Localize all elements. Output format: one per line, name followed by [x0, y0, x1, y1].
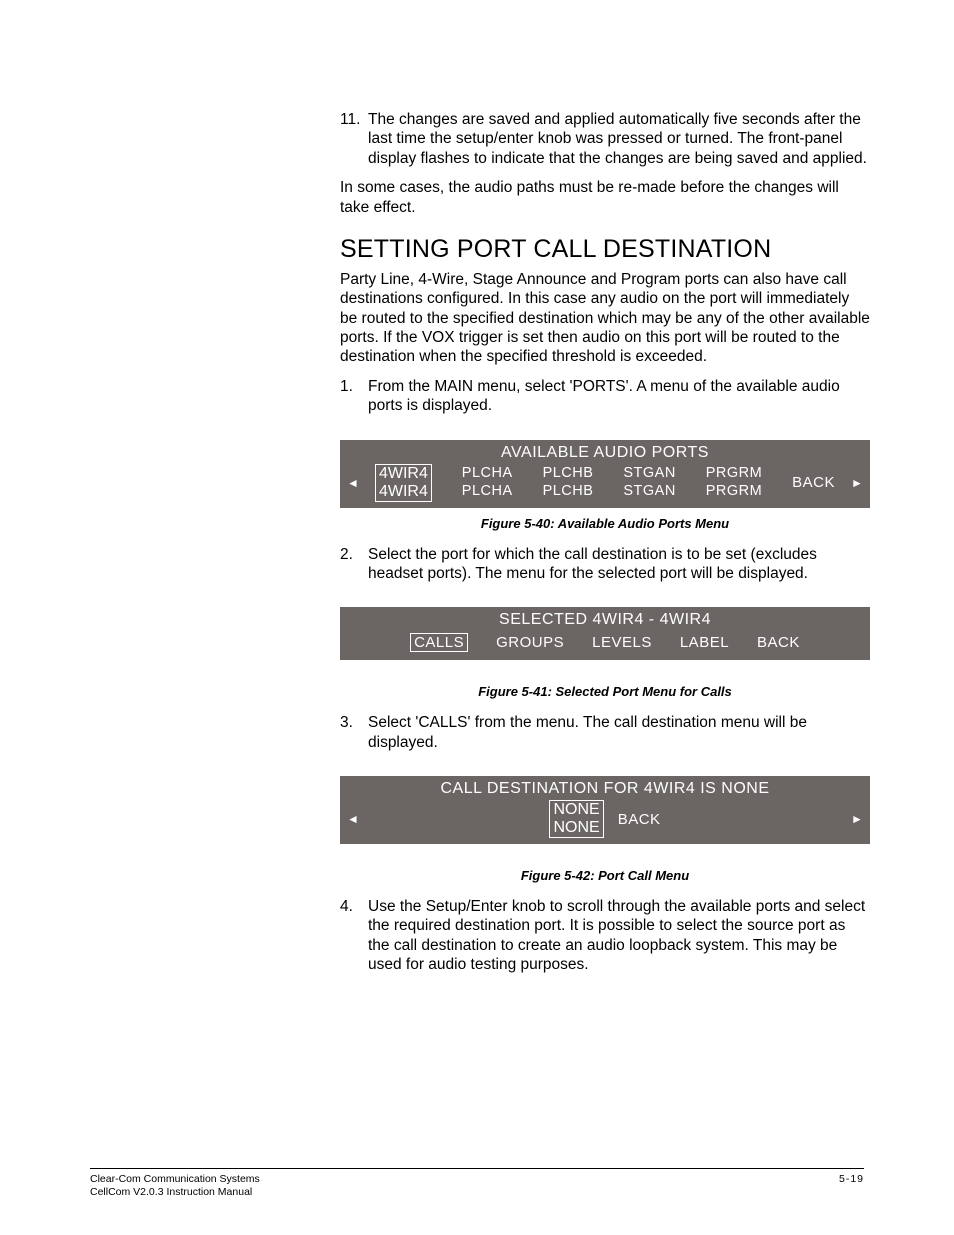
menu-title: AVAILABLE AUDIO PORTS — [340, 440, 870, 464]
step-number: 2. — [340, 545, 368, 584]
left-arrow-icon[interactable]: ◄ — [346, 812, 360, 826]
none-bottom: NONE — [553, 819, 599, 837]
none-option[interactable]: NONE NONE — [549, 800, 603, 838]
section-intro: Party Line, 4-Wire, Stage Announce and P… — [340, 270, 870, 367]
menu-row: CALLS GROUPS LEVELS LABEL BACK — [340, 631, 870, 660]
port-cell: 4WIR4 — [379, 483, 428, 501]
menu-cells: 4WIR4 4WIR4 PLCHA PLCHA PLCHB PLCHB STGA… — [360, 464, 850, 502]
step-number: 4. — [340, 897, 368, 975]
step-text: From the MAIN menu, select 'PORTS'. A me… — [368, 377, 870, 416]
menu-row: ◄ NONE NONE BACK ► — [340, 800, 870, 844]
call-destination-menu: CALL DESTINATION FOR 4WIR4 IS NONE ◄ NON… — [340, 776, 870, 844]
footer-left: Clear-Com Communication Systems CellCom … — [90, 1173, 260, 1199]
back-option[interactable]: BACK — [757, 634, 800, 651]
available-audio-ports-menu: AVAILABLE AUDIO PORTS ◄ 4WIR4 4WIR4 PLCH… — [340, 440, 870, 508]
none-top: NONE — [553, 801, 599, 819]
port-cell: PLCHB — [543, 483, 594, 500]
step-1: 1. From the MAIN menu, select 'PORTS'. A… — [340, 377, 870, 416]
port-cell: PRGRM — [706, 465, 762, 482]
step-text: Select the port for which the call desti… — [368, 545, 870, 584]
footer-product: CellCom V2.0.3 Instruction Manual — [90, 1186, 260, 1199]
step-number: 1. — [340, 377, 368, 416]
port-column-prgrm[interactable]: PRGRM PRGRM — [706, 465, 762, 500]
port-cell: STGAN — [623, 483, 675, 500]
step-text: Use the Setup/Enter knob to scroll throu… — [368, 897, 870, 975]
figure-caption: Figure 5-41: Selected Port Menu for Call… — [340, 684, 870, 699]
selected-port-menu: SELECTED 4WIR4 - 4WIR4 CALLS GROUPS LEVE… — [340, 607, 870, 660]
port-column-4wir4[interactable]: 4WIR4 4WIR4 — [375, 464, 432, 502]
menu-title: SELECTED 4WIR4 - 4WIR4 — [340, 607, 870, 631]
back-option[interactable]: BACK — [792, 474, 835, 491]
right-arrow-icon[interactable]: ► — [850, 476, 864, 490]
port-cell: PLCHA — [462, 465, 513, 482]
step-text: Select 'CALLS' from the menu. The call d… — [368, 713, 870, 752]
figure-caption: Figure 5-42: Port Call Menu — [340, 868, 870, 883]
menu-row: ◄ 4WIR4 4WIR4 PLCHA PLCHA PLCHB PLCHB — [340, 464, 870, 508]
step-number: 11. — [340, 110, 368, 168]
step-11: 11. The changes are saved and applied au… — [340, 110, 870, 168]
left-arrow-icon[interactable]: ◄ — [346, 476, 360, 490]
menu-cells: NONE NONE BACK — [360, 800, 850, 838]
back-option[interactable]: BACK — [618, 811, 661, 828]
step-text: The changes are saved and applied automa… — [368, 110, 870, 168]
port-cell: 4WIR4 — [379, 465, 428, 483]
menu-title: CALL DESTINATION FOR 4WIR4 IS NONE — [340, 776, 870, 800]
label-option[interactable]: LABEL — [680, 634, 729, 651]
right-arrow-icon[interactable]: ► — [850, 812, 864, 826]
port-cell: PRGRM — [706, 483, 762, 500]
page-footer: Clear-Com Communication Systems CellCom … — [90, 1168, 864, 1199]
port-cell: STGAN — [623, 465, 675, 482]
section-heading: SETTING PORT CALL DESTINATION — [340, 235, 870, 264]
calls-option[interactable]: CALLS — [410, 633, 468, 652]
port-column-plchb[interactable]: PLCHB PLCHB — [543, 465, 594, 500]
content-column: 11. The changes are saved and applied au… — [340, 110, 870, 975]
step-number: 3. — [340, 713, 368, 752]
step-4: 4. Use the Setup/Enter knob to scroll th… — [340, 897, 870, 975]
port-column-plcha[interactable]: PLCHA PLCHA — [462, 465, 513, 500]
figure-caption: Figure 5-40: Available Audio Ports Menu — [340, 516, 870, 531]
groups-option[interactable]: GROUPS — [496, 634, 564, 651]
port-cell: PLCHB — [543, 465, 594, 482]
port-column-stgan[interactable]: STGAN STGAN — [623, 465, 675, 500]
step-2: 2. Select the port for which the call de… — [340, 545, 870, 584]
levels-option[interactable]: LEVELS — [592, 634, 652, 651]
manual-page: 11. The changes are saved and applied au… — [0, 0, 954, 1235]
note-paragraph: In some cases, the audio paths must be r… — [340, 178, 870, 217]
step-3: 3. Select 'CALLS' from the menu. The cal… — [340, 713, 870, 752]
page-number: 5-19 — [839, 1173, 864, 1199]
port-cell: PLCHA — [462, 483, 513, 500]
footer-company: Clear-Com Communication Systems — [90, 1173, 260, 1186]
